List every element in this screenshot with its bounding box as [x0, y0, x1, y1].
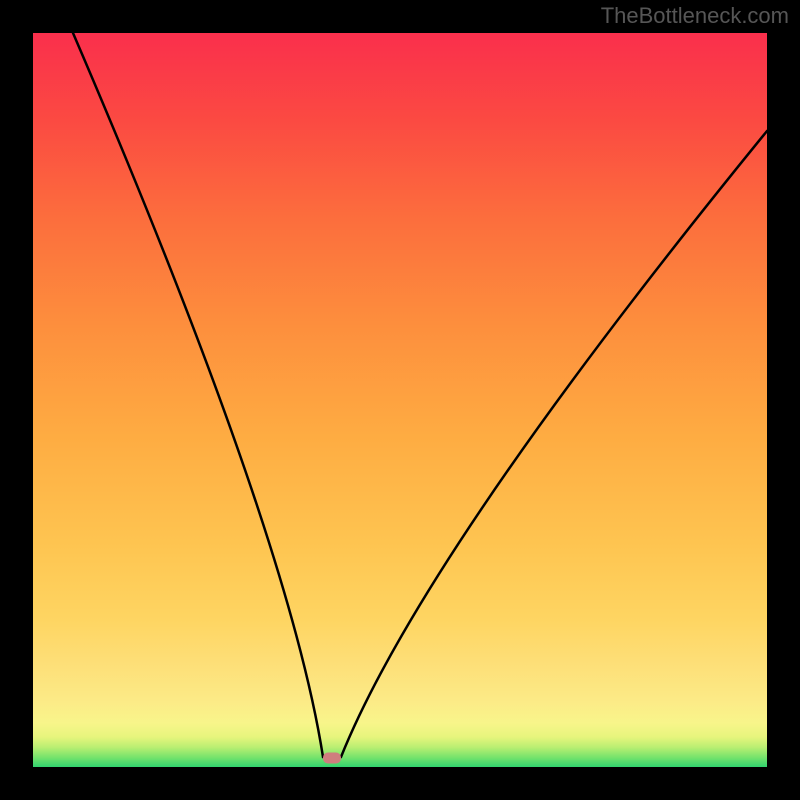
apex-marker: [323, 753, 341, 764]
plot-area: [33, 33, 767, 767]
v-curve: [33, 33, 767, 767]
watermark-text: TheBottleneck.com: [601, 3, 789, 29]
chart-container: TheBottleneck.com: [0, 0, 800, 800]
curve-path: [73, 33, 767, 757]
